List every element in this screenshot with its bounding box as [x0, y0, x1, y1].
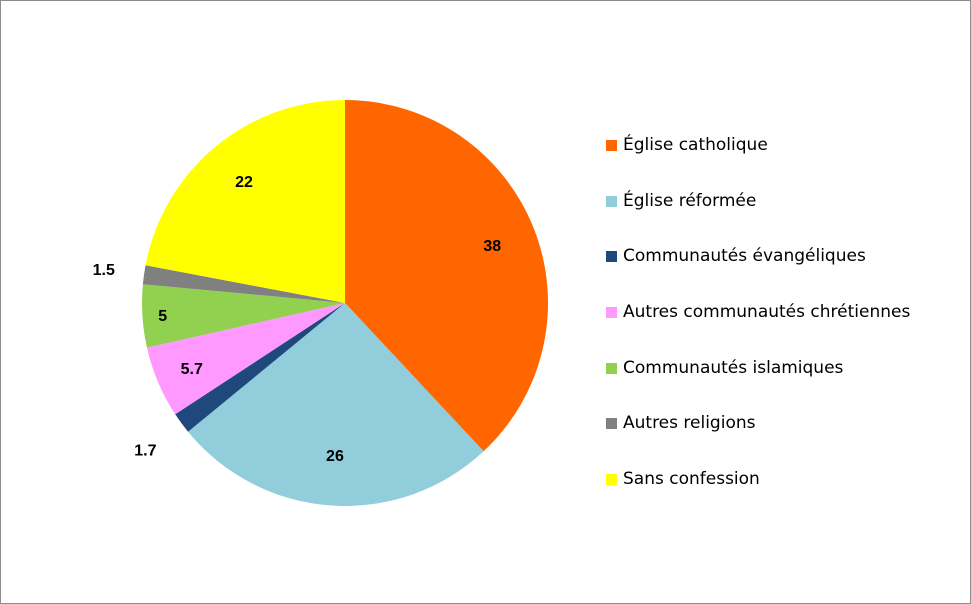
legend-label-4: Communautés islamiques	[623, 357, 844, 378]
legend-swatch-4	[606, 362, 617, 374]
legend-label-5: Autres religions	[623, 413, 756, 434]
legend-swatch-3	[606, 307, 617, 319]
legend-swatch-5	[606, 418, 617, 430]
legend-swatch-0	[606, 140, 617, 151]
pie-data-label-0: 38	[483, 238, 501, 255]
pie-slice-2	[175, 303, 345, 432]
pie-data-label-5: 1.5	[93, 262, 115, 279]
legend-swatch-6	[606, 474, 617, 486]
legend-swatch-1	[606, 195, 617, 207]
pie-slice-6	[145, 100, 345, 303]
pie-data-label-4: 5	[158, 308, 167, 325]
legend-swatch-2	[606, 251, 617, 263]
pie-data-label-1: 26	[326, 448, 344, 465]
pie-slice-1	[188, 303, 484, 506]
pie-slice-4	[142, 284, 345, 348]
legend-label-3: Autres communautés chrétiennes	[623, 302, 911, 323]
legend-label-2: Communautés évangéliques	[623, 246, 866, 267]
pie-slice-3	[146, 303, 345, 415]
pie-slices	[142, 100, 548, 506]
pie-data-label-6: 22	[235, 174, 253, 191]
legend-label-6: Sans confession	[623, 469, 760, 490]
pie-slice-0	[345, 100, 548, 452]
legend-label-0: Église catholique	[623, 135, 768, 155]
pie-data-labels: 38 26 1.7 5.7 5 1.5 22	[93, 174, 502, 465]
pie-slice-5	[142, 265, 345, 303]
pie-data-label-3: 5.7	[181, 361, 203, 378]
pie-data-label-2: 1.7	[134, 443, 156, 460]
legend-label-1: Église réformée	[623, 190, 757, 211]
